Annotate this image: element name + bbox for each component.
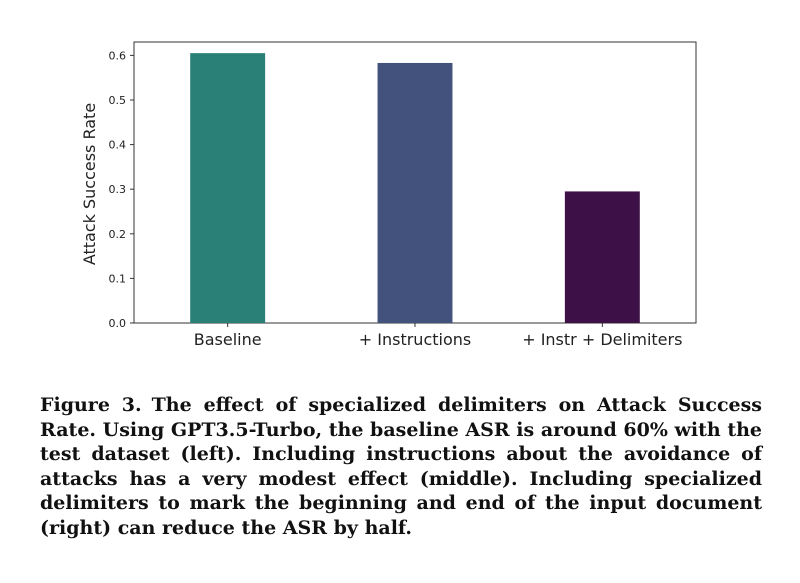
bar-2 <box>564 191 640 323</box>
figure-caption: Figure 3. The effect of specialized delim… <box>40 393 762 540</box>
bars-group <box>190 53 640 324</box>
y-tick-label-0: 0.0 <box>109 317 127 330</box>
caption-label: Figure 3. <box>40 394 142 416</box>
y-tick-label-6: 0.6 <box>109 49 127 62</box>
y-tick-label-2: 0.2 <box>109 228 127 241</box>
y-axis: 0.0 0.1 0.2 0.3 0.4 0.5 0.6 <box>109 49 134 330</box>
x-tick-label-1: + Instructions <box>359 330 471 349</box>
y-tick-label-4: 0.4 <box>109 139 127 152</box>
bar-chart: 0.0 0.1 0.2 0.3 0.4 0.5 0.6 Baseline + Instruct… <box>80 41 697 349</box>
x-tick-label-0: Baseline <box>194 330 262 349</box>
x-axis: Baseline + Instructions + Instr + Delimite… <box>194 323 682 349</box>
bar-1 <box>377 62 453 323</box>
caption-text: The effect of specialized delimiters on … <box>40 394 762 539</box>
y-tick-label-1: 0.1 <box>109 272 127 285</box>
y-tick-label-3: 0.3 <box>109 183 127 196</box>
y-tick-label-5: 0.5 <box>109 94 127 107</box>
x-tick-label-2: + Instr + Delimiters <box>522 330 682 349</box>
bar-0 <box>190 53 266 324</box>
y-axis-label: Attack Success Rate <box>80 103 99 265</box>
